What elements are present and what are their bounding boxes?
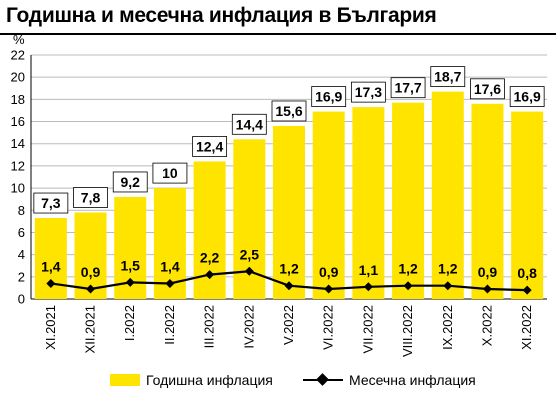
- monthly-value-label: 0,9: [319, 264, 339, 280]
- bar-value-label: 17,6: [474, 81, 501, 97]
- bar-value-box: [470, 78, 505, 100]
- x-tick-label: III.2022: [202, 305, 217, 348]
- bar-value-label: 18,7: [434, 69, 461, 85]
- monthly-value-label: 0,8: [517, 265, 537, 281]
- monthly-value-label: 0,9: [81, 264, 101, 280]
- legend-item-monthly: Месечна инфлация: [303, 372, 476, 388]
- y-tick-label: 0: [18, 292, 25, 307]
- monthly-value-label: 1,2: [279, 261, 299, 277]
- monthly-marker: [165, 278, 175, 288]
- x-tick-label: VII.2022: [360, 305, 375, 353]
- y-axis-unit: %: [13, 32, 25, 47]
- bar-value-label: 16,9: [514, 89, 541, 105]
- x-tick-label: X.2022: [479, 305, 494, 346]
- x-tick-label: IV.2022: [241, 305, 256, 349]
- bar-value-label: 17,3: [355, 84, 382, 100]
- y-tick-label: 20: [11, 70, 25, 85]
- x-tick-label: I.2022: [122, 305, 137, 341]
- bar-value-label: 14,4: [236, 116, 263, 132]
- bar-value-label: 10: [162, 165, 178, 181]
- x-tick-label: IX.2022: [440, 305, 455, 350]
- monthly-marker: [403, 281, 413, 291]
- monthly-value-label: 1,4: [41, 258, 61, 274]
- monthly-marker: [363, 282, 373, 292]
- y-tick-label: 2: [18, 269, 25, 284]
- bar: [471, 103, 504, 299]
- bar-value-box: [192, 136, 228, 157]
- bar-value-box: [33, 192, 69, 214]
- bar-value-label: 9,2: [120, 174, 140, 190]
- monthly-value-label: 1,2: [438, 261, 458, 277]
- y-tick-label: 6: [18, 225, 25, 240]
- x-tick-label: XII.2021: [83, 305, 98, 353]
- y-tick-label: 8: [18, 203, 25, 218]
- monthly-value-label: 1,1: [359, 262, 379, 278]
- y-tick-label: 14: [11, 136, 25, 151]
- bar-value-box: [231, 113, 267, 135]
- bar-value-box: [73, 187, 108, 208]
- monthly-marker: [125, 277, 135, 287]
- bar: [392, 102, 425, 299]
- chart-title: Годишна и месечна инфлация в България: [6, 4, 437, 27]
- bar: [273, 125, 305, 300]
- x-tick-label: VI.2022: [321, 305, 336, 350]
- monthly-value-label: 1,4: [160, 258, 180, 274]
- bar: [312, 111, 345, 300]
- bar-value-box: [152, 162, 188, 184]
- x-tick-label: XI.2022: [519, 305, 534, 350]
- monthly-marker: [205, 270, 215, 280]
- bar-value-label: 16,9: [315, 89, 342, 105]
- bar-value-box: [350, 81, 386, 103]
- bar: [431, 91, 464, 299]
- monthly-value-label: 1,5: [120, 257, 140, 273]
- monthly-marker: [324, 284, 334, 294]
- y-tick-label: 12: [11, 158, 25, 173]
- bar: [511, 111, 544, 300]
- bar-value-label: 12,4: [196, 138, 223, 154]
- x-tick-label: II.2022: [162, 305, 177, 345]
- monthly-marker: [244, 266, 254, 276]
- monthly-marker: [443, 281, 453, 291]
- y-tick-label: 16: [11, 114, 25, 129]
- title-underline: [0, 33, 556, 35]
- bar-value-label: 7,8: [81, 189, 101, 205]
- legend-label-annual: Годишна инфлация: [146, 372, 273, 388]
- bar-value-label: 17,7: [394, 80, 421, 96]
- monthly-value-label: 2,5: [240, 246, 260, 262]
- bar: [352, 107, 385, 299]
- legend-label-monthly: Месечна инфлация: [349, 372, 476, 388]
- bar-value-box: [112, 171, 148, 193]
- legend-swatch-line: [303, 373, 343, 386]
- legend-swatch-bar: [110, 374, 140, 386]
- bar-value-label: 7,3: [41, 195, 61, 211]
- bar-value-box: [271, 100, 307, 122]
- y-tick-label: 22: [11, 48, 25, 63]
- bar-value-box: [390, 77, 426, 99]
- monthly-marker: [522, 285, 532, 295]
- legend-item-annual: Годишна инфлация: [110, 372, 273, 388]
- bar-value-label: 15,6: [275, 103, 302, 119]
- y-tick-label: 18: [11, 92, 25, 107]
- monthly-marker: [46, 278, 56, 288]
- legend: Годишна инфлация Месечна инфлация: [0, 372, 556, 392]
- x-tick-label: XI.2021: [43, 305, 58, 350]
- y-tick-label: 10: [11, 181, 25, 196]
- x-tick-label: V.2022: [281, 305, 296, 345]
- bar-value-box: [430, 66, 466, 87]
- monthly-marker: [482, 284, 492, 294]
- bar-value-box: [311, 86, 347, 107]
- y-tick-label: 4: [18, 247, 25, 262]
- monthly-marker: [284, 281, 294, 291]
- bar-value-box: [509, 86, 545, 107]
- monthly-value-label: 1,2: [398, 261, 418, 277]
- x-tick-label: VIII.2022: [400, 305, 415, 357]
- monthly-value-label: 0,9: [478, 264, 498, 280]
- monthly-marker: [86, 284, 96, 294]
- monthly-value-label: 2,2: [200, 250, 220, 266]
